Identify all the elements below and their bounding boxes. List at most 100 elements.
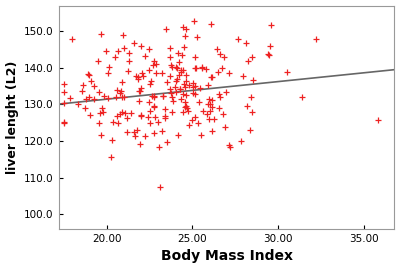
Point xyxy=(206,102,213,107)
Point xyxy=(240,74,247,78)
Point xyxy=(116,112,123,116)
Point xyxy=(115,49,121,53)
Point xyxy=(98,32,104,36)
Point xyxy=(167,46,174,50)
Point xyxy=(117,91,123,95)
Point xyxy=(183,27,189,31)
Point xyxy=(205,83,211,87)
Point xyxy=(175,133,182,137)
Point xyxy=(60,90,67,94)
Point xyxy=(180,24,186,29)
Point xyxy=(183,93,190,98)
Point xyxy=(182,85,188,90)
Point xyxy=(244,104,250,108)
Point xyxy=(284,70,290,74)
Point xyxy=(147,79,154,83)
Point xyxy=(86,112,93,117)
Point xyxy=(217,95,223,99)
Point xyxy=(162,114,168,118)
Point xyxy=(180,92,186,96)
Point xyxy=(183,104,189,108)
Point xyxy=(173,90,179,94)
Point xyxy=(181,105,188,109)
Point xyxy=(82,105,89,110)
Point xyxy=(88,79,94,83)
Point xyxy=(196,100,202,104)
Point xyxy=(146,47,152,51)
Point xyxy=(221,55,228,59)
Point xyxy=(298,95,305,99)
Point xyxy=(207,109,213,113)
Point xyxy=(132,134,139,138)
Point xyxy=(206,116,212,121)
Point xyxy=(168,62,174,67)
Point xyxy=(183,79,190,83)
Point xyxy=(159,71,166,76)
Point xyxy=(139,71,145,75)
Point xyxy=(144,115,151,120)
Point xyxy=(184,109,191,113)
Point xyxy=(208,129,215,133)
Point xyxy=(113,95,119,100)
Point xyxy=(60,101,67,105)
Point xyxy=(110,120,116,124)
Point xyxy=(130,41,137,45)
Point xyxy=(249,55,256,59)
Point xyxy=(159,94,166,98)
Point xyxy=(312,37,319,41)
Point xyxy=(178,69,184,74)
Y-axis label: liver lenght (L2): liver lenght (L2) xyxy=(6,61,18,174)
Point xyxy=(168,90,174,95)
Point xyxy=(164,139,170,144)
Point xyxy=(156,145,162,149)
Point xyxy=(167,87,173,91)
Point xyxy=(60,121,67,125)
Point xyxy=(124,130,130,134)
Point xyxy=(159,129,166,133)
Point xyxy=(216,51,223,56)
Point xyxy=(194,35,200,39)
Point xyxy=(192,92,198,97)
Point xyxy=(220,112,226,116)
Point xyxy=(105,65,112,70)
Point xyxy=(145,68,152,72)
Point xyxy=(192,55,198,59)
Point xyxy=(238,139,244,143)
Point xyxy=(248,95,254,99)
Point xyxy=(197,86,203,90)
Point xyxy=(175,51,181,55)
Point xyxy=(112,55,118,59)
Point xyxy=(150,94,157,99)
Point xyxy=(267,44,273,49)
Point xyxy=(247,128,253,132)
Point xyxy=(60,119,67,124)
Point xyxy=(168,65,175,69)
Point xyxy=(118,109,125,114)
Point xyxy=(146,109,153,113)
Point xyxy=(85,72,92,77)
Point xyxy=(130,130,137,134)
Point xyxy=(227,145,233,149)
Point xyxy=(208,105,215,109)
Point xyxy=(206,97,213,101)
Point xyxy=(167,74,174,79)
Point xyxy=(173,65,179,69)
Point xyxy=(199,65,205,70)
Point xyxy=(178,53,185,57)
Point xyxy=(210,117,217,122)
Point xyxy=(163,27,169,31)
Point xyxy=(189,118,196,122)
Point xyxy=(174,76,180,81)
Point xyxy=(180,82,187,86)
Point xyxy=(173,79,179,83)
Point xyxy=(128,111,134,116)
Point xyxy=(137,142,143,146)
Point xyxy=(114,114,120,118)
Point xyxy=(67,96,73,100)
Point xyxy=(178,97,184,101)
Point xyxy=(178,68,184,72)
Point xyxy=(151,94,157,98)
Point xyxy=(235,37,242,41)
Point xyxy=(375,118,381,123)
Point xyxy=(147,121,153,125)
